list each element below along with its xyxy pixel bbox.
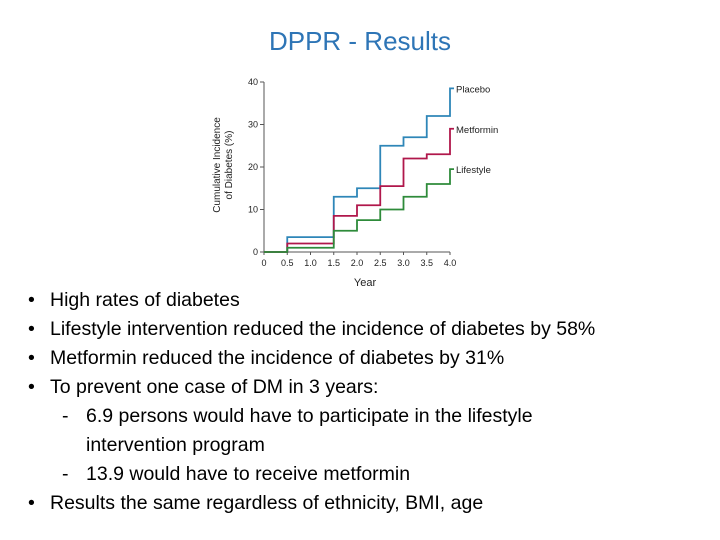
bullet-dot: • xyxy=(28,318,35,340)
x-tick-label: 3.5 xyxy=(420,258,433,268)
bullet-item: • Results the same regardless of ethnici… xyxy=(28,489,708,518)
sub-bullet-dash: - xyxy=(62,405,69,427)
bullet-list: • High rates of diabetes • Lifestyle int… xyxy=(28,286,708,518)
bullet-dot: • xyxy=(28,376,35,398)
y-axis-label-line2: of Diabetes (%) xyxy=(224,131,235,200)
sub-bullet-dash: - xyxy=(62,463,69,485)
bullet-dot: • xyxy=(28,289,35,311)
bullet-dot: • xyxy=(28,492,35,514)
bullet-item: • High rates of diabetes xyxy=(28,286,708,315)
y-tick-label: 40 xyxy=(248,77,258,87)
x-tick-label: 2.0 xyxy=(351,258,364,268)
series-label-metformin: Metformin xyxy=(456,125,498,136)
incidence-chart: 0 10 20 30 40 0 0.5 1.0 1.5 2.0 2.5 3.0 3.5 4.0 Cumula… xyxy=(212,77,498,289)
sub-bullet-text: 6.9 persons would have to participate in… xyxy=(86,405,533,427)
chart-axes xyxy=(260,81,451,255)
bullet-item: • To prevent one case of DM in 3 years: xyxy=(28,373,708,402)
sub-bullet-text-continued: intervention program xyxy=(86,434,265,456)
x-tick-label: 4.0 xyxy=(444,258,457,268)
bullet-text: To prevent one case of DM in 3 years: xyxy=(50,376,379,398)
series-line-metformin xyxy=(264,127,454,253)
sub-bullet-item: - 13.9 would have to receive metformin xyxy=(28,460,708,489)
series-line-placebo xyxy=(264,87,454,253)
y-tick-label: 10 xyxy=(248,205,258,215)
bullet-text: Lifestyle intervention reduced the incid… xyxy=(50,318,596,340)
series-label-placebo: Placebo xyxy=(456,84,490,95)
x-tick-label: 1.5 xyxy=(327,258,340,268)
chart-labels: 0 10 20 30 40 0 0.5 1.0 1.5 2.0 2.5 3.0 3.5 4.0 Cumula… xyxy=(212,77,498,289)
series-line-lifestyle xyxy=(264,168,454,253)
x-tick-label: 1.0 xyxy=(304,258,317,268)
bullet-text: Metformin reduced the incidence of diabe… xyxy=(50,347,505,369)
y-axis-label: Cumulative Incidence xyxy=(212,117,223,213)
y-tick-label: 20 xyxy=(248,162,258,172)
bullet-item: • Metformin reduced the incidence of dia… xyxy=(28,344,708,373)
bullet-item: • Lifestyle intervention reduced the inc… xyxy=(28,315,708,344)
bullet-dot: • xyxy=(28,347,35,369)
sub-bullet-text: 13.9 would have to receive metformin xyxy=(86,463,411,485)
sub-bullet-item: - 6.9 persons would have to participate … xyxy=(28,402,708,460)
slide-title: DPPR - Results xyxy=(268,26,452,56)
x-tick-label: 0.5 xyxy=(281,258,294,268)
chart-series xyxy=(264,87,454,253)
x-axis-label: Year xyxy=(354,277,377,289)
bullet-text: Results the same regardless of ethnicity… xyxy=(50,492,484,514)
x-tick-label: 0 xyxy=(261,258,266,268)
series-label-lifestyle: Lifestyle xyxy=(456,165,491,176)
x-tick-label: 2.5 xyxy=(374,258,387,268)
bullet-text: High rates of diabetes xyxy=(50,289,240,311)
y-tick-label: 0 xyxy=(253,247,258,257)
x-tick-label: 3.0 xyxy=(397,258,410,268)
y-tick-label: 30 xyxy=(248,120,258,130)
